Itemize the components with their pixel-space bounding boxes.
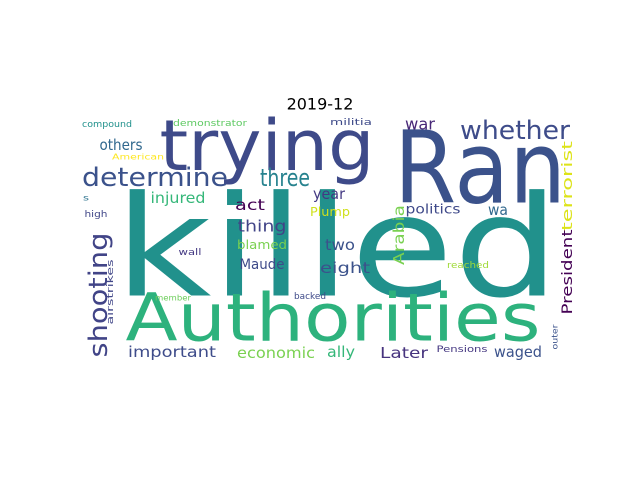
word: important bbox=[128, 343, 216, 361]
word: American bbox=[112, 153, 164, 162]
word: wall bbox=[179, 248, 202, 258]
word: economic bbox=[237, 344, 315, 362]
word: war bbox=[405, 115, 435, 134]
word: airstrikes bbox=[106, 259, 116, 324]
word: politics bbox=[406, 203, 461, 218]
word: militia bbox=[330, 118, 372, 128]
word: high bbox=[85, 210, 108, 220]
word: act bbox=[235, 196, 265, 214]
word: Arabia bbox=[390, 205, 408, 265]
word: ally bbox=[327, 343, 355, 361]
word: Ran bbox=[394, 110, 566, 227]
word: three bbox=[260, 164, 310, 192]
word: Plump bbox=[310, 205, 350, 219]
word: killed bbox=[115, 167, 560, 330]
word: determine bbox=[82, 163, 228, 193]
word: waged bbox=[494, 343, 542, 361]
word: backed bbox=[294, 292, 326, 302]
word: outer bbox=[551, 324, 560, 350]
word: blamed bbox=[237, 238, 287, 252]
word: two bbox=[325, 236, 355, 254]
word: wa bbox=[488, 201, 508, 219]
word: s bbox=[83, 194, 89, 203]
word: shooting bbox=[84, 233, 114, 358]
chart-title: 2019-12 bbox=[287, 95, 354, 114]
word: reached bbox=[447, 261, 489, 271]
word: terrorist bbox=[560, 140, 576, 231]
word: thing bbox=[238, 217, 287, 236]
word: Later bbox=[380, 344, 429, 362]
word: eight bbox=[320, 259, 370, 277]
word: others bbox=[100, 136, 143, 154]
word: President bbox=[560, 229, 576, 315]
word: year bbox=[313, 185, 346, 203]
word: whether bbox=[460, 116, 570, 146]
word: Pensions bbox=[437, 345, 488, 355]
word: trying bbox=[160, 105, 375, 187]
word: member bbox=[155, 294, 192, 303]
word: demonstrator bbox=[173, 119, 247, 129]
word: Maude bbox=[240, 257, 285, 273]
word: injured bbox=[151, 189, 206, 207]
word: Authorities bbox=[126, 280, 541, 357]
word: compound bbox=[82, 120, 132, 130]
